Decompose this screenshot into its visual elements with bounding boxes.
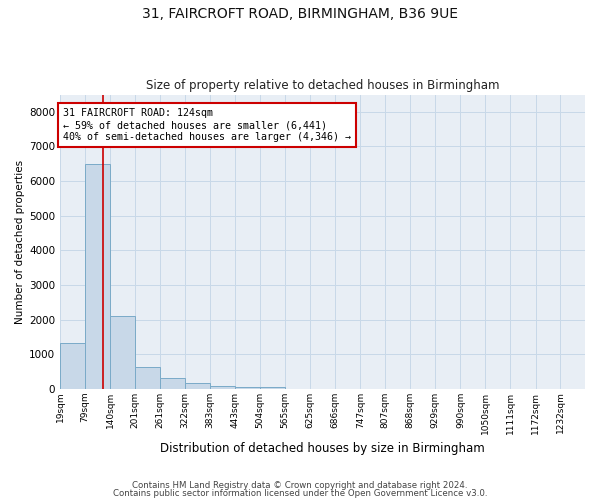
Y-axis label: Number of detached properties: Number of detached properties [15,160,25,324]
Text: Contains HM Land Registry data © Crown copyright and database right 2024.: Contains HM Land Registry data © Crown c… [132,480,468,490]
Bar [135,366,160,389]
Bar [235,386,260,389]
Text: Contains public sector information licensed under the Open Government Licence v3: Contains public sector information licen… [113,489,487,498]
Text: 31, FAIRCROFT ROAD, BIRMINGHAM, B36 9UE: 31, FAIRCROFT ROAD, BIRMINGHAM, B36 9UE [142,8,458,22]
Bar [60,343,85,389]
Bar [85,164,110,389]
Text: 31 FAIRCROFT ROAD: 124sqm
← 59% of detached houses are smaller (6,441)
40% of se: 31 FAIRCROFT ROAD: 124sqm ← 59% of detac… [62,108,350,142]
Bar [210,386,235,389]
Bar [160,378,185,389]
Title: Size of property relative to detached houses in Birmingham: Size of property relative to detached ho… [146,79,499,92]
X-axis label: Distribution of detached houses by size in Birmingham: Distribution of detached houses by size … [160,442,485,455]
Bar [185,383,210,389]
Bar [110,316,135,389]
Bar [260,387,285,389]
